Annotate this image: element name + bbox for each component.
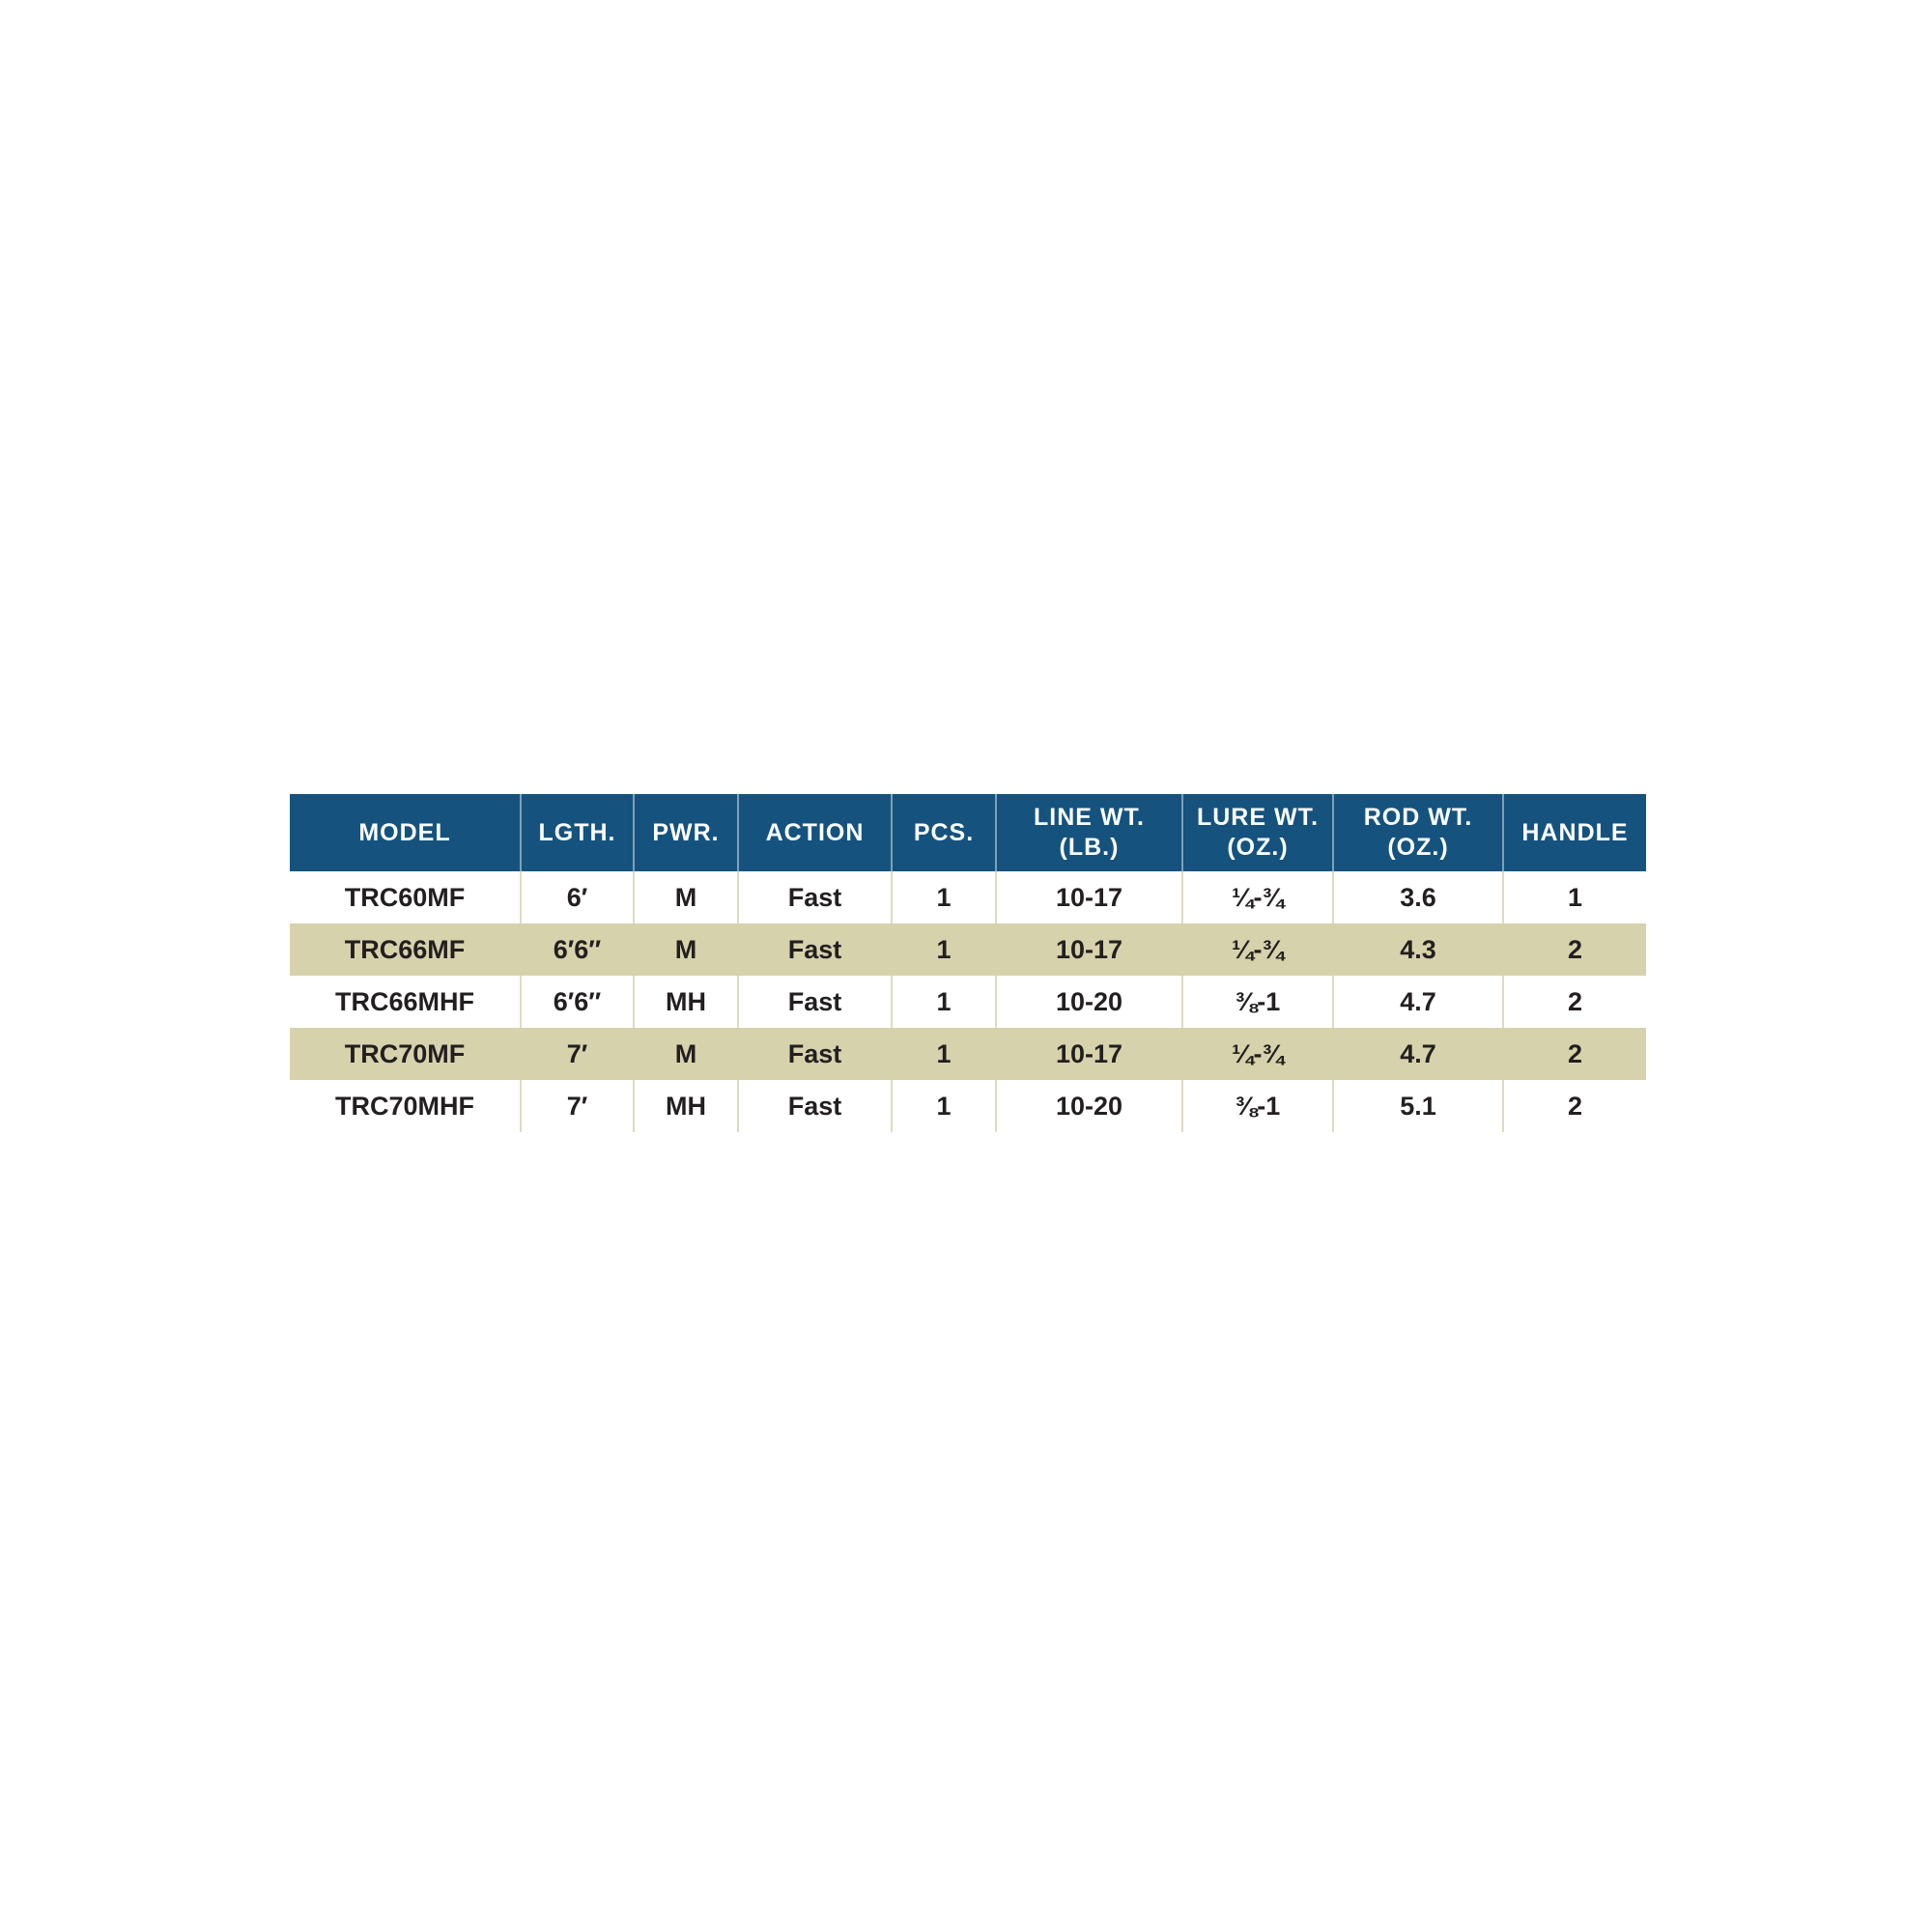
cell-model: TRC60MF [290, 871, 521, 923]
spec-row-trc66mhf: TRC66MHF 6′6″ MH Fast 1 10-20 ⅜-1 4.7 2 [290, 976, 1646, 1028]
header-row: MODEL LGTH. PWR. ACTION PCS. LINE WT. (L… [290, 794, 1646, 871]
cell-model: TRC66MHF [290, 976, 521, 1028]
cell-handle: 2 [1503, 1028, 1646, 1080]
cell-rod-weight: 3.6 [1332, 871, 1503, 923]
cell-length: 6′6″ [520, 976, 634, 1028]
cell-power: M [634, 923, 738, 976]
cell-length: 7′ [520, 1080, 634, 1132]
cell-action: Fast [737, 976, 892, 1028]
cell-power: MH [633, 976, 738, 1028]
cell-rod-weight: 5.1 [1332, 1080, 1503, 1132]
column-header-action: ACTION [737, 794, 892, 871]
cell-lure-weight: ¼-¾ [1181, 871, 1333, 923]
cell-pieces: 1 [892, 923, 996, 976]
cell-power: MH [633, 1080, 738, 1132]
cell-action: Fast [737, 871, 892, 923]
cell-model: TRC70MHF [290, 1080, 521, 1132]
cell-pieces: 1 [891, 976, 996, 1028]
spec-row-trc60mf: TRC60MF 6′ M Fast 1 10-17 ¼-¾ 3.6 1 [290, 871, 1646, 923]
column-header-lure-weight: LURE WT. (OZ.) [1181, 794, 1333, 871]
cell-line-weight: 10-17 [996, 923, 1182, 976]
spec-row-trc66mf: TRC66MF 6′6″ M Fast 1 10-17 ¼-¾ 4.3 2 [290, 923, 1646, 976]
cell-action: Fast [738, 923, 892, 976]
rod-spec-table: MODEL LGTH. PWR. ACTION PCS. LINE WT. (L… [290, 794, 1646, 1132]
column-header-power: PWR. [633, 794, 738, 871]
spec-row-trc70mf: TRC70MF 7′ M Fast 1 10-17 ¼-¾ 4.7 2 [290, 1028, 1646, 1080]
cell-line-weight: 10-20 [995, 1080, 1182, 1132]
cell-lure-weight: ¼-¾ [1182, 1028, 1333, 1080]
cell-action: Fast [738, 1028, 892, 1080]
cell-rod-weight: 4.3 [1333, 923, 1503, 976]
column-header-pieces: PCS. [891, 794, 996, 871]
cell-lure-weight: ¼-¾ [1182, 923, 1333, 976]
cell-power: M [633, 871, 738, 923]
cell-pieces: 1 [892, 1028, 996, 1080]
cell-handle: 2 [1502, 976, 1646, 1028]
cell-pieces: 1 [891, 1080, 996, 1132]
spec-row-trc70mhf: TRC70MHF 7′ MH Fast 1 10-20 ⅜-1 5.1 2 [290, 1080, 1646, 1132]
cell-power: M [634, 1028, 738, 1080]
cell-handle: 2 [1502, 1080, 1646, 1132]
cell-lure-weight: ⅜-1 [1181, 1080, 1333, 1132]
cell-rod-weight: 4.7 [1332, 976, 1503, 1028]
cell-line-weight: 10-17 [996, 1028, 1182, 1080]
cell-rod-weight: 4.7 [1333, 1028, 1503, 1080]
cell-length: 6′6″ [521, 923, 634, 976]
cell-model: TRC66MF [290, 923, 521, 976]
column-header-model: MODEL [290, 794, 521, 871]
cell-lure-weight: ⅜-1 [1181, 976, 1333, 1028]
column-header-rod-weight: ROD WT. (OZ.) [1332, 794, 1503, 871]
cell-handle: 1 [1502, 871, 1646, 923]
cell-model: TRC70MF [290, 1028, 521, 1080]
spec-table-container: MODEL LGTH. PWR. ACTION PCS. LINE WT. (L… [290, 794, 1646, 1132]
cell-line-weight: 10-20 [995, 976, 1182, 1028]
cell-pieces: 1 [891, 871, 996, 923]
cell-length: 7′ [521, 1028, 634, 1080]
column-header-length: LGTH. [520, 794, 634, 871]
cell-length: 6′ [520, 871, 634, 923]
column-header-line-weight: LINE WT. (LB.) [995, 794, 1182, 871]
cell-line-weight: 10-17 [995, 871, 1182, 923]
cell-handle: 2 [1503, 923, 1646, 976]
cell-action: Fast [737, 1080, 892, 1132]
column-header-handle: HANDLE [1502, 794, 1646, 871]
